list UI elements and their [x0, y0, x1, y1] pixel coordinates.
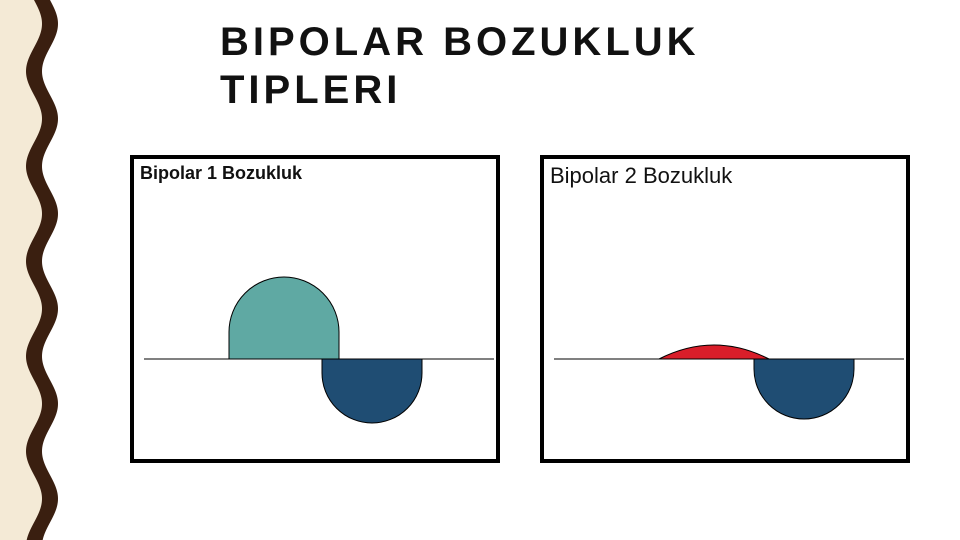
- title-line-2: TIPLERI: [220, 68, 401, 112]
- diagram-panel-2: Bipolar 2 Bozukluk: [540, 155, 910, 463]
- mania-hump: [229, 277, 339, 359]
- bipolar-diagram: [544, 159, 906, 459]
- wavy-decorative-band: [0, 0, 60, 540]
- bipolar-diagram: [134, 159, 496, 459]
- slide: BIPOLAR BOZUKLUK TIPLERI Bipolar 1 Bozuk…: [0, 0, 960, 540]
- slide-title: BIPOLAR BOZUKLUK TIPLERI: [220, 18, 700, 114]
- depression-hump: [322, 359, 422, 423]
- diagram-panel-1: Bipolar 1 Bozukluk: [130, 155, 500, 463]
- mania-hump: [659, 345, 769, 359]
- panels-row: Bipolar 1 BozuklukBipolar 2 Bozukluk: [130, 155, 910, 463]
- title-line-1: BIPOLAR BOZUKLUK: [220, 20, 700, 64]
- depression-hump: [754, 359, 854, 419]
